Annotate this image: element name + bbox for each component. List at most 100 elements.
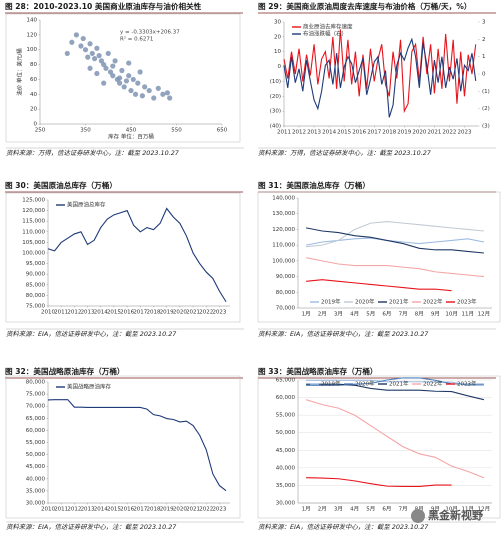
x-tick-label: 2021 bbox=[427, 130, 441, 136]
y-tick-label: 100,000 bbox=[272, 258, 295, 264]
x-tick-label: 3月 bbox=[334, 506, 343, 513]
y-tick-label: 10 bbox=[274, 49, 281, 55]
scatter-point bbox=[105, 50, 111, 57]
figure-title: 图 33：美国战略原油库存（万桶） bbox=[258, 366, 378, 376]
y-tick-label: 80 bbox=[30, 62, 37, 68]
x-tick-label: 2012 bbox=[67, 507, 81, 513]
y-tick-label: 125,000 bbox=[22, 198, 45, 204]
y2-tick-label: (1) bbox=[482, 89, 490, 95]
figure-title: 图 29：美国商业原油周度去库速度与布油价格（万桶/天，%） bbox=[258, 1, 471, 11]
y-tick-label: 30,000 bbox=[26, 501, 46, 507]
y-tick-label: 120,000 bbox=[22, 208, 45, 214]
y-tick-label: (20) bbox=[270, 94, 281, 100]
scatter-point bbox=[89, 50, 95, 57]
scatter-point bbox=[121, 84, 127, 90]
y-tick-label: 110,000 bbox=[22, 229, 45, 235]
y2-tick-label: (3) bbox=[482, 124, 490, 130]
x-tick-label: 4月 bbox=[350, 506, 359, 513]
chart-frame bbox=[257, 375, 501, 519]
x-tick-label: 2020 bbox=[173, 310, 187, 316]
y-tick-label: 75,000 bbox=[26, 304, 46, 310]
series-line bbox=[305, 227, 484, 254]
scatter-point bbox=[80, 35, 86, 42]
x-tick-label: 2月 bbox=[318, 311, 327, 318]
scatter-point bbox=[94, 45, 100, 51]
source-note: 资料来源：EIA，信达证券研发中心，注：截至 2023.10.27 bbox=[6, 330, 176, 338]
y-tick-label: 50,000 bbox=[26, 452, 46, 458]
x-tick-label: 8月 bbox=[415, 311, 424, 318]
series-line bbox=[283, 29, 477, 114]
source-note: 资料来源：万得，信达证券研发中心，注：截至 2023.10.27 bbox=[6, 149, 179, 157]
x-tick-label: 6月 bbox=[382, 311, 391, 318]
scatter-point bbox=[128, 87, 134, 94]
scatter-point bbox=[64, 50, 70, 57]
scatter-point bbox=[73, 32, 79, 38]
scatter-point bbox=[132, 91, 139, 97]
y-tick-label: 60,000 bbox=[276, 395, 296, 401]
series-line bbox=[305, 257, 484, 278]
scatter-point bbox=[142, 84, 148, 90]
scatter-point bbox=[126, 73, 132, 79]
x-tick-label: 2017 bbox=[367, 130, 381, 136]
y2-tick-label: 3 bbox=[482, 20, 486, 26]
chart-frame bbox=[257, 191, 501, 323]
chart-frame bbox=[5, 375, 241, 519]
series-line bbox=[283, 37, 477, 118]
x-tick-label: 2012 bbox=[292, 130, 306, 136]
legend-label: 2021年 bbox=[389, 380, 409, 388]
y-tick-label: 35,000 bbox=[26, 488, 46, 494]
legend-label: 2022年 bbox=[423, 298, 443, 306]
y-axis-label: 油价 单位：美元/桶 bbox=[16, 48, 24, 96]
scatter-point bbox=[69, 39, 75, 45]
y-tick-label: 70,000 bbox=[26, 404, 46, 410]
x-tick-label: 2018 bbox=[382, 130, 396, 136]
y-tick-label: 20 bbox=[274, 34, 281, 40]
x-tick-label: 2022 bbox=[199, 310, 213, 316]
y-tick-label: 0 bbox=[34, 122, 38, 128]
x-tick-label: 2011 bbox=[54, 310, 68, 316]
scatter-point bbox=[78, 43, 84, 49]
scatter-point bbox=[96, 53, 102, 59]
watermark-text: 黑金新视野 bbox=[428, 508, 483, 522]
legend-label: 2022年 bbox=[423, 380, 443, 388]
x-tick-label: 2018 bbox=[147, 507, 161, 513]
scatter-point bbox=[123, 78, 130, 84]
x-tick-label: 11月 bbox=[462, 311, 475, 318]
watermark: 黑金新视野 bbox=[411, 508, 483, 523]
x-tick-label: 350 bbox=[80, 128, 91, 134]
y-tick-label: 60,000 bbox=[26, 428, 46, 434]
series-line bbox=[47, 207, 227, 303]
legend-label: 2019年 bbox=[321, 380, 341, 388]
scatter-point bbox=[155, 85, 161, 91]
series-line bbox=[306, 477, 452, 488]
x-tick-label: 2013 bbox=[81, 507, 95, 513]
x-tick-label: 10月 bbox=[445, 311, 458, 318]
y-tick-label: 75,000 bbox=[26, 392, 46, 398]
x-tick-label: 2023 bbox=[457, 130, 471, 136]
legend-label: 美国原油总库存 bbox=[67, 201, 106, 209]
y-tick-label: 120 bbox=[27, 32, 38, 38]
legend-label: 商业原油去库存速度 bbox=[303, 23, 353, 31]
y-tick-label: 0 bbox=[278, 64, 282, 70]
legend-label: 2020年 bbox=[355, 380, 375, 388]
x-tick-label: 2016 bbox=[120, 507, 134, 513]
x-tick-label: 2020 bbox=[412, 130, 426, 136]
scatter-point bbox=[103, 65, 109, 71]
y-tick-label: 30 bbox=[274, 20, 281, 26]
scatter-point bbox=[110, 73, 116, 79]
x-tick-label: 2021 bbox=[186, 507, 200, 513]
y-tick-label: 70,000 bbox=[276, 306, 296, 312]
x-tick-label: 2010 bbox=[41, 507, 55, 513]
y-tick-label: 110,000 bbox=[272, 243, 295, 249]
series-line bbox=[47, 399, 227, 492]
y-tick-label: 40,000 bbox=[276, 465, 296, 471]
x-tick-label: 12月 bbox=[478, 506, 491, 513]
annotation: y = -0.3303x+206.37 bbox=[120, 30, 180, 36]
x-tick-label: 1月 bbox=[302, 311, 311, 318]
legend-label: 2020年 bbox=[355, 298, 375, 306]
x-tick-label: 1月 bbox=[302, 506, 311, 513]
scatter-point bbox=[101, 80, 107, 86]
scatter-point bbox=[164, 90, 170, 96]
x-tick-label: 5月 bbox=[366, 506, 375, 513]
